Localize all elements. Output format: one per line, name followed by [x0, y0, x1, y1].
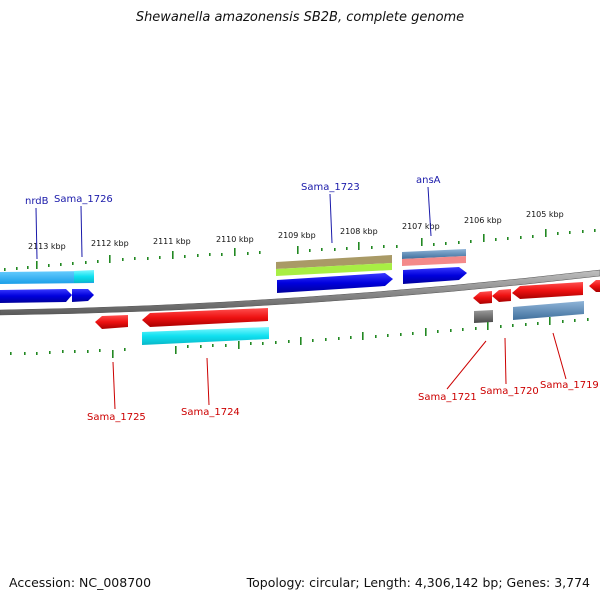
upper-ticks	[4, 229, 596, 271]
gene-feature-red-edge	[589, 280, 600, 292]
reverse-features	[95, 280, 600, 345]
gene-label-sama-1719: Sama_1719	[540, 380, 599, 391]
scale-label: 2108 kbp	[340, 227, 378, 236]
gene-label-nrdB: nrdB	[25, 196, 49, 207]
scale-label: 2105 kbp	[526, 210, 564, 219]
gene-feature-sama-1726-cyan	[74, 270, 94, 283]
scale-label: 2110 kbp	[216, 235, 254, 244]
gene-feature-sama-1724	[142, 308, 268, 327]
gene-feature-sama-1725	[95, 315, 128, 329]
gene-label-sama-1721: Sama_1721	[418, 392, 477, 403]
scale-label: 2107 kbp	[402, 222, 440, 231]
gene-feature-ansA-steel	[402, 249, 466, 259]
scale-label: 2112 kbp	[91, 239, 129, 248]
lower-ticks	[10, 317, 589, 358]
scale-label: 2111 kbp	[153, 237, 191, 246]
gene-feature-nrdB	[0, 289, 72, 303]
gene-feature-ansA	[403, 267, 467, 284]
gene-feature-olive	[276, 255, 392, 269]
gene-feature-sama-1721-gray	[474, 310, 493, 323]
gene-label-sama-1725: Sama_1725	[87, 412, 146, 423]
accession-text: Accession: NC_008700	[9, 575, 152, 590]
gene-label-sama-1726: Sama_1726	[54, 194, 113, 205]
scale-label: 2113 kbp	[28, 242, 66, 251]
gene-feature-sama-1721	[473, 291, 492, 304]
scale-labels: 2113 kbp 2112 kbp 2111 kbp 2110 kbp 2109…	[28, 210, 564, 251]
forward-features	[0, 249, 467, 303]
gene-feature-sama-1719-steel	[513, 301, 584, 320]
gene-label-sama-1723: Sama_1723	[301, 182, 360, 193]
genome-backbone	[0, 269, 600, 316]
gene-label-sama-1724: Sama_1724	[181, 407, 240, 418]
gene-feature-ansA-pink	[402, 256, 466, 266]
scale-label: 2106 kbp	[464, 216, 502, 225]
genome-summary-text: Topology: circular; Length: 4,306,142 bp…	[246, 575, 590, 590]
gene-label-sama-1720: Sama_1720	[480, 386, 539, 397]
gene-feature-sama-1726	[72, 289, 94, 302]
gene-feature-sama-1724-cyan	[142, 327, 269, 345]
gene-feature-red-small	[492, 289, 511, 302]
gene-feature-sama-1719	[512, 282, 583, 299]
bottom-gene-labels: Sama_1725 Sama_1724 Sama_1721 Sama_1720 …	[87, 332, 599, 423]
gene-feature-sama-1723	[277, 273, 393, 293]
genome-title: Shewanella amazonensis SB2B, complete ge…	[135, 10, 465, 25]
gene-feature-green	[276, 263, 392, 276]
gene-feature-nrdB-light	[0, 271, 94, 284]
gene-label-ansA: ansA	[416, 175, 441, 186]
top-gene-labels: nrdB Sama_1726 Sama_1723 ansA	[25, 175, 441, 260]
scale-label: 2109 kbp	[278, 231, 316, 240]
